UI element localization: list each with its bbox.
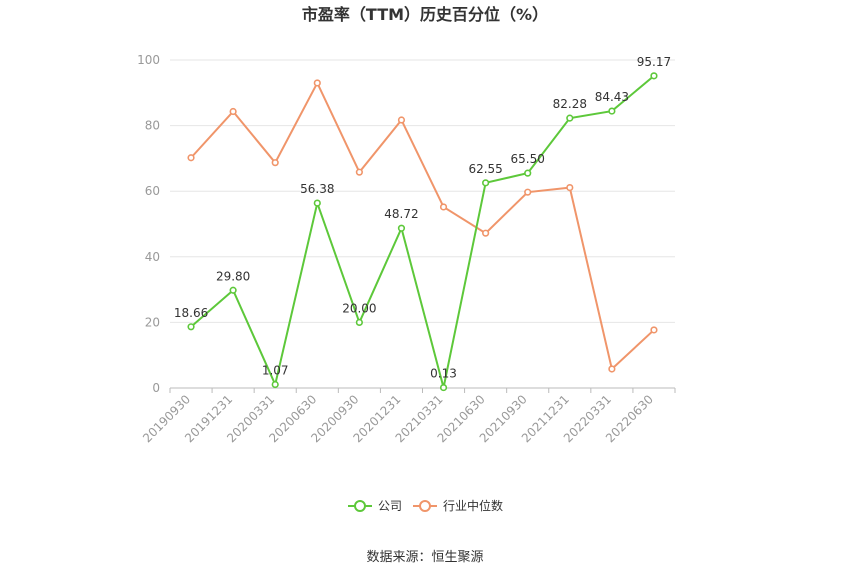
legend-label[interactable]: 公司 [378,499,402,513]
data-point[interactable] [187,154,195,162]
data-label: 62.55 [468,162,502,176]
legend-marker[interactable] [354,500,366,512]
series-group: 18.66 29.80 1.07 56.38 20.00 48.72 0.13 62.55 65… [174,55,671,392]
data-point[interactable] [566,114,574,122]
y-axis: 0 20 40 60 80 100 [137,53,160,395]
y-tick-label: 80 [145,119,160,133]
data-label: 56.38 [300,182,334,196]
data-point[interactable] [439,383,448,392]
data-point[interactable] [608,365,616,373]
data-point[interactable] [313,79,321,87]
data-source: 数据来源：恒生聚源 [366,550,483,565]
data-point[interactable] [524,169,532,177]
x-axis: 2019093020191231202003312020063020200930… [140,388,676,445]
data-point[interactable] [650,72,658,80]
series-line [190,80,655,371]
data-point[interactable] [482,179,490,187]
data-label: 48.72 [384,207,418,221]
y-tick-label: 20 [145,315,160,329]
data-point[interactable] [355,168,363,176]
y-tick-label: 100 [137,53,160,67]
data-label: 0.13 [430,367,457,381]
grid-lines [170,59,675,389]
data-label: 82.28 [553,97,587,111]
data-label: 95.17 [637,55,671,69]
data-label: 65.50 [511,152,545,166]
legend-label[interactable]: 行业中位数 [443,498,503,513]
data-point[interactable] [650,326,658,334]
y-tick-label: 60 [145,184,160,198]
data-label: 29.80 [216,269,250,283]
data-point[interactable] [187,323,195,331]
data-point[interactable] [313,199,321,207]
data-point[interactable] [439,203,448,211]
chart-title: 市盈率（TTM）历史百分位（%） [302,5,548,24]
legend-marker[interactable] [419,500,431,512]
data-point[interactable] [397,116,406,124]
data-label: 18.66 [174,306,208,320]
data-point[interactable] [397,224,406,232]
y-tick-label: 0 [152,381,160,395]
data-point[interactable] [566,183,574,192]
data-point[interactable] [355,318,363,327]
legend[interactable]: 公司 行业中位数 [348,498,503,513]
y-tick-label: 40 [145,250,160,264]
data-label: 20.00 [342,301,376,315]
data-point[interactable] [229,107,237,116]
data-label: 84.43 [595,90,629,104]
data-point[interactable] [524,188,532,196]
data-point[interactable] [271,159,279,167]
series-line [190,75,655,388]
data-point[interactable] [482,229,490,237]
data-label: 1.07 [262,363,289,377]
data-point[interactable] [229,286,237,294]
data-point[interactable] [271,380,279,389]
data-point[interactable] [608,107,616,115]
